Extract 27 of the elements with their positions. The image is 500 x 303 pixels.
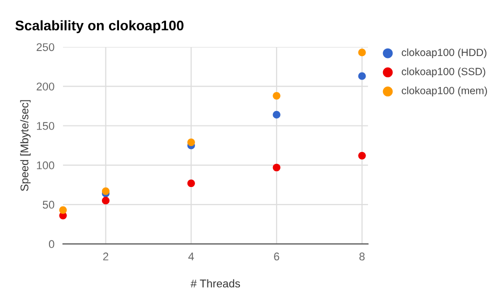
chart-title: Scalability on clokoap100	[15, 20, 184, 34]
x-tick-label: 6	[274, 252, 280, 260]
y-axis-title: Speed [Mbyte/sec]	[20, 100, 31, 191]
point	[358, 72, 366, 80]
point	[102, 196, 110, 204]
point	[358, 152, 366, 160]
x-tick-label: 8	[359, 252, 365, 260]
point	[187, 179, 195, 188]
x-tick-label: 2	[103, 252, 108, 260]
legend-label: clokoap100 (mem)	[402, 86, 487, 96]
point	[272, 92, 280, 100]
x-tick-label: 4	[188, 252, 194, 260]
point	[272, 164, 280, 172]
x-axis-title: # Threads	[190, 279, 240, 288]
y-tick-label: 100	[36, 161, 54, 170]
legend-label: clokoap100 (SSD)	[402, 68, 486, 78]
point	[358, 48, 366, 56]
y-tick-label: 50	[42, 200, 54, 209]
y-tick-label: 200	[36, 82, 54, 90]
y-tick-label: 250	[36, 43, 54, 52]
y-tick-label: 150	[36, 122, 54, 130]
point	[59, 206, 67, 214]
legend-label: clokoap100 (HDD)	[402, 48, 486, 58]
y-tick-label: 0	[48, 240, 54, 248]
point	[187, 138, 195, 146]
point	[272, 110, 280, 119]
point	[102, 187, 110, 195]
